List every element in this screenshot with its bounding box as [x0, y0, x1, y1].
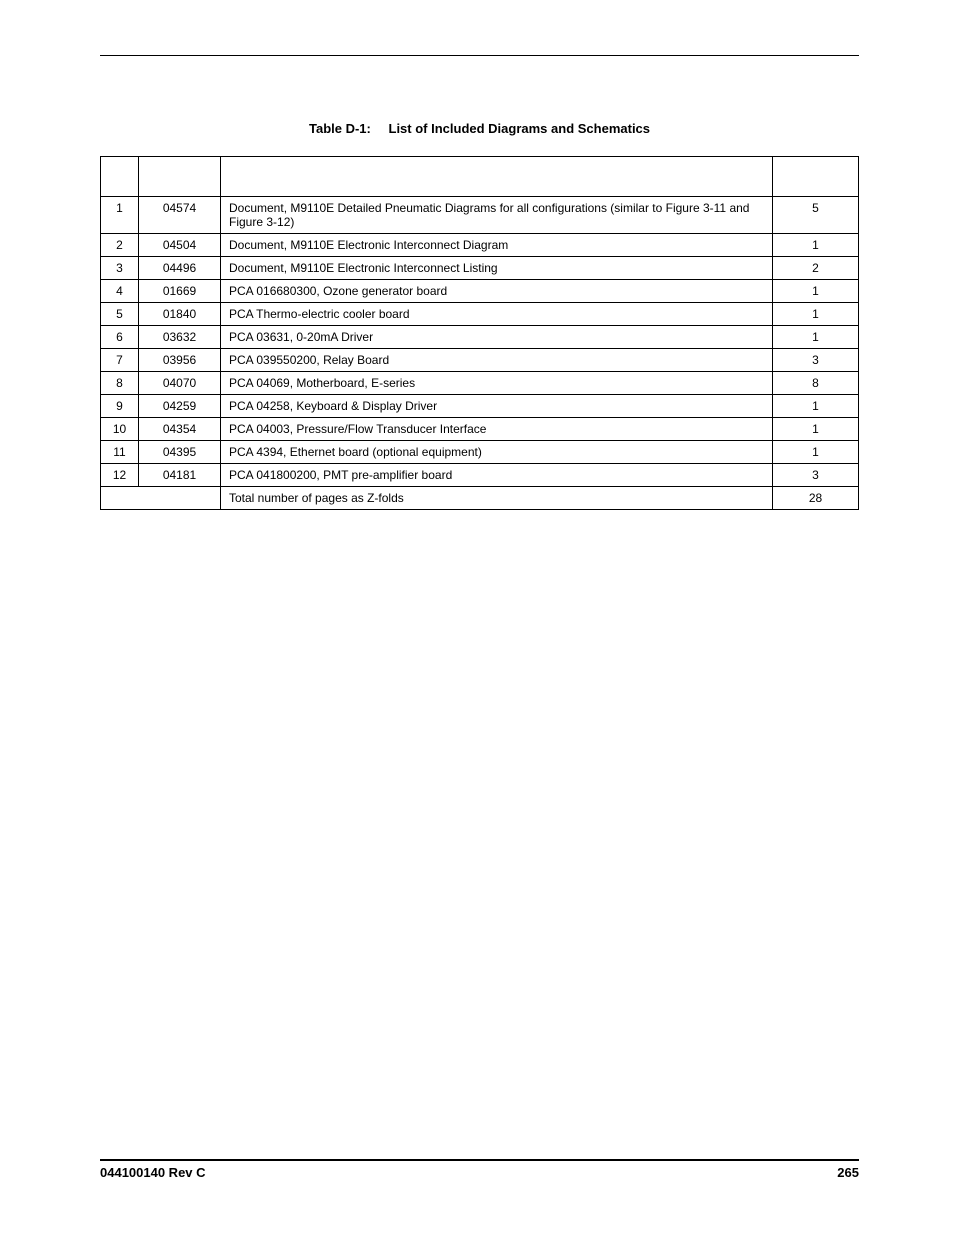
cell-num: 7: [101, 349, 139, 372]
col-header-num: [101, 157, 139, 197]
footer-merged-left: [101, 487, 221, 510]
cell-code: 04259: [139, 395, 221, 418]
table-caption-title: List of Included Diagrams and Schematics: [389, 121, 651, 136]
cell-desc: PCA 04069, Motherboard, E-series: [221, 372, 773, 395]
table-row: 9 04259 PCA 04258, Keyboard & Display Dr…: [101, 395, 859, 418]
cell-num: 1: [101, 197, 139, 234]
cell-desc: PCA 4394, Ethernet board (optional equip…: [221, 441, 773, 464]
cell-desc: Document, M9110E Electronic Interconnect…: [221, 257, 773, 280]
table-row: 6 03632 PCA 03631, 0-20mA Driver 1: [101, 326, 859, 349]
table-row: 4 01669 PCA 016680300, Ozone generator b…: [101, 280, 859, 303]
cell-num: 4: [101, 280, 139, 303]
footer-rule: [100, 1159, 859, 1161]
cell-num: 10: [101, 418, 139, 441]
cell-qty: 3: [773, 349, 859, 372]
table-row: 5 01840 PCA Thermo-electric cooler board…: [101, 303, 859, 326]
cell-desc: PCA 016680300, Ozone generator board: [221, 280, 773, 303]
cell-qty: 5: [773, 197, 859, 234]
cell-qty: 3: [773, 464, 859, 487]
cell-desc: PCA 041800200, PMT pre-amplifier board: [221, 464, 773, 487]
cell-num: 5: [101, 303, 139, 326]
cell-code: 04181: [139, 464, 221, 487]
cell-desc: Document, M9110E Detailed Pneumatic Diag…: [221, 197, 773, 234]
cell-code: 01840: [139, 303, 221, 326]
cell-qty: 1: [773, 395, 859, 418]
cell-code: 04574: [139, 197, 221, 234]
cell-qty: 1: [773, 234, 859, 257]
col-header-qty: [773, 157, 859, 197]
cell-qty: 1: [773, 418, 859, 441]
page: Table D-1: List of Included Diagrams and…: [0, 0, 954, 1235]
cell-qty: 8: [773, 372, 859, 395]
cell-qty: 1: [773, 326, 859, 349]
table-row: 3 04496 Document, M9110E Electronic Inte…: [101, 257, 859, 280]
cell-qty: 1: [773, 303, 859, 326]
table-row: 7 03956 PCA 039550200, Relay Board 3: [101, 349, 859, 372]
cell-desc: PCA Thermo-electric cooler board: [221, 303, 773, 326]
cell-code: 03632: [139, 326, 221, 349]
cell-code: 04354: [139, 418, 221, 441]
table-header-row: [101, 157, 859, 197]
cell-desc: PCA 039550200, Relay Board: [221, 349, 773, 372]
cell-desc: PCA 04258, Keyboard & Display Driver: [221, 395, 773, 418]
table-row: 10 04354 PCA 04003, Pressure/Flow Transd…: [101, 418, 859, 441]
cell-code: 03956: [139, 349, 221, 372]
footer-doc-id: 044100140 Rev C: [100, 1165, 206, 1180]
table-caption: Table D-1: List of Included Diagrams and…: [100, 121, 859, 136]
cell-num: 11: [101, 441, 139, 464]
cell-num: 8: [101, 372, 139, 395]
col-header-code: [139, 157, 221, 197]
table-body: 1 04574 Document, M9110E Detailed Pneuma…: [101, 197, 859, 487]
footer-total-value: 28: [773, 487, 859, 510]
cell-num: 3: [101, 257, 139, 280]
cell-qty: 2: [773, 257, 859, 280]
footer-text: 044100140 Rev C 265: [100, 1165, 859, 1180]
col-header-desc: [221, 157, 773, 197]
page-footer: 044100140 Rev C 265: [100, 1159, 859, 1180]
cell-code: 04504: [139, 234, 221, 257]
cell-desc: PCA 03631, 0-20mA Driver: [221, 326, 773, 349]
cell-num: 9: [101, 395, 139, 418]
cell-code: 04395: [139, 441, 221, 464]
cell-desc: Document, M9110E Electronic Interconnect…: [221, 234, 773, 257]
footer-page-number: 265: [837, 1165, 859, 1180]
cell-num: 6: [101, 326, 139, 349]
table-row: 11 04395 PCA 4394, Ethernet board (optio…: [101, 441, 859, 464]
table-row: 12 04181 PCA 041800200, PMT pre-amplifie…: [101, 464, 859, 487]
table-caption-label: Table D-1:: [309, 121, 371, 136]
table-row: 8 04070 PCA 04069, Motherboard, E-series…: [101, 372, 859, 395]
cell-code: 01669: [139, 280, 221, 303]
cell-qty: 1: [773, 280, 859, 303]
table-footer-row: Total number of pages as Z-folds 28: [101, 487, 859, 510]
diagrams-table: 1 04574 Document, M9110E Detailed Pneuma…: [100, 156, 859, 510]
cell-desc: PCA 04003, Pressure/Flow Transducer Inte…: [221, 418, 773, 441]
cell-num: 2: [101, 234, 139, 257]
cell-code: 04496: [139, 257, 221, 280]
cell-num: 12: [101, 464, 139, 487]
table-row: 1 04574 Document, M9110E Detailed Pneuma…: [101, 197, 859, 234]
header-rule: [100, 55, 859, 56]
cell-code: 04070: [139, 372, 221, 395]
table-row: 2 04504 Document, M9110E Electronic Inte…: [101, 234, 859, 257]
cell-qty: 1: [773, 441, 859, 464]
footer-total-label: Total number of pages as Z-folds: [221, 487, 773, 510]
